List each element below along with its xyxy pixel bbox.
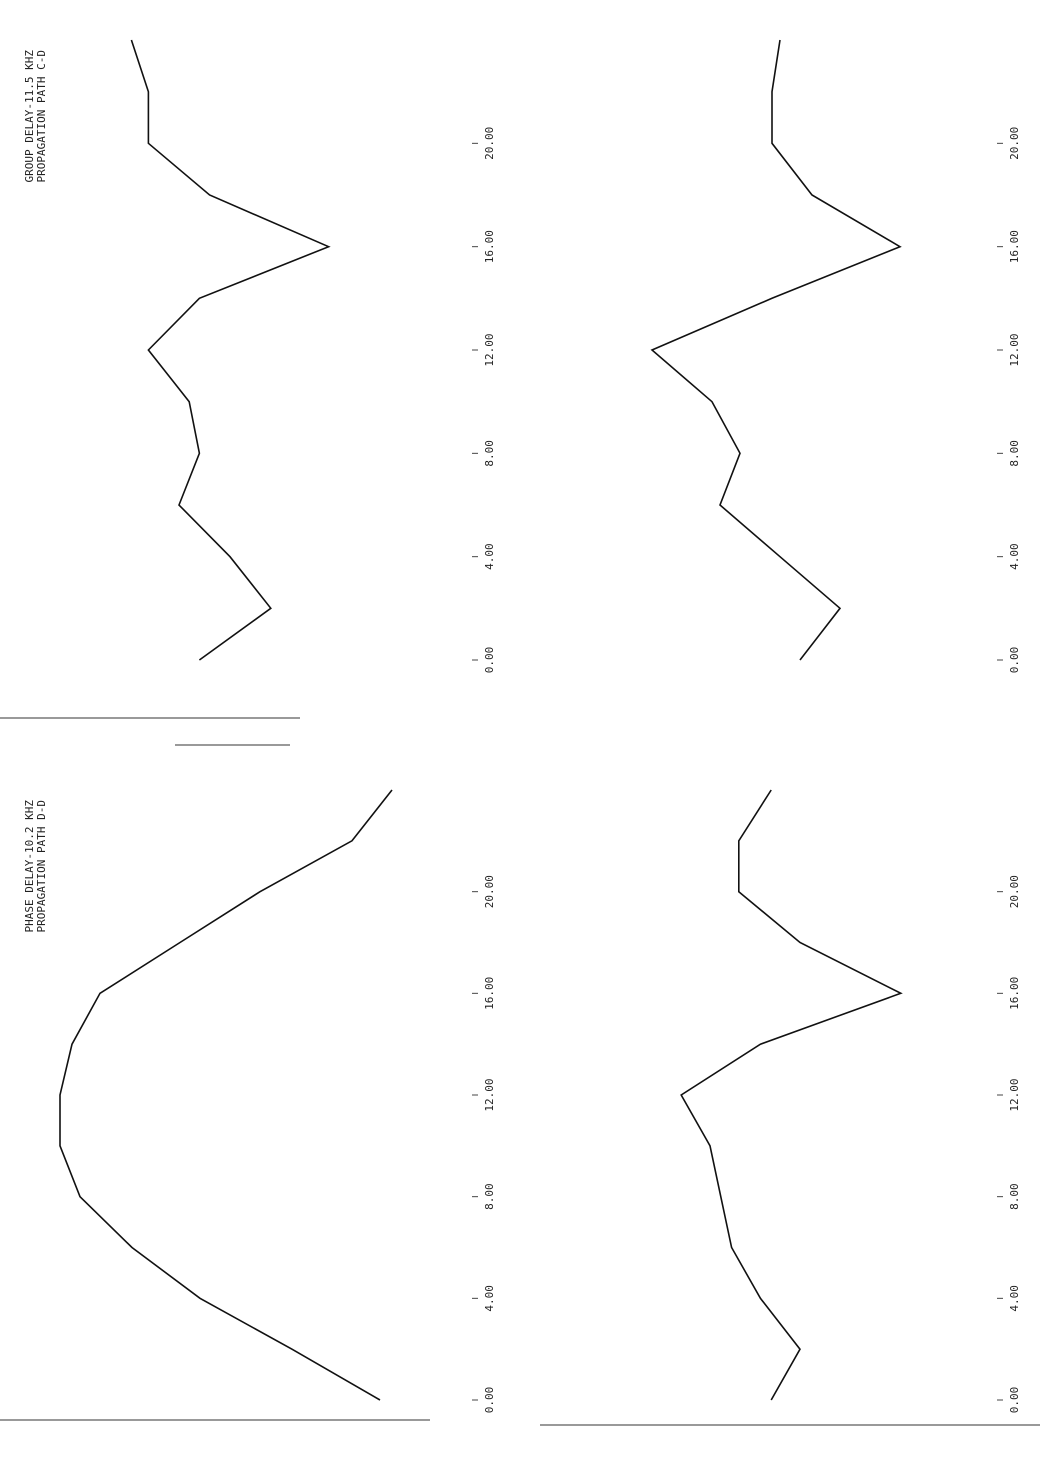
x-tick-label: 20.00 [483,875,496,908]
chart-title: GROUP DELAY-11.5 KHZ [23,50,36,183]
x-tick-label: 20.00 [483,127,496,160]
chart-subtitle: PROPAGATION PATH D-D [35,800,48,932]
x-tick-label: 4.00 [483,543,496,570]
chart-subtitle: PROPAGATION PATH C-D [35,50,48,182]
data-line [680,789,903,1401]
x-tick-label: 16.00 [483,977,496,1010]
x-tick-label: 20.00 [1008,127,1021,160]
x-tick-label: 4.00 [483,1285,496,1312]
x-tick-label: 0.00 [1008,1387,1021,1414]
x-tick-label: 12.00 [1008,333,1021,366]
x-tick-label: 16.00 [1008,230,1021,263]
x-tick-label: 0.00 [483,647,496,674]
x-tick-label: 12.00 [1008,1078,1021,1111]
x-tick-label: 20.00 [1008,875,1021,908]
chart-title: PHASE DELAY-10.2 KHZ [23,800,36,933]
x-tick-label: 0.00 [1008,647,1021,674]
x-tick-label: 8.00 [1008,1183,1021,1210]
x-tick-label: 12.00 [483,1078,496,1111]
data-line [59,789,393,1401]
data-line [130,39,331,661]
data-line [650,39,902,661]
x-tick-label: 16.00 [1008,977,1021,1010]
x-tick-label: 0.00 [483,1387,496,1414]
x-tick-label: 8.00 [1008,440,1021,467]
x-tick-label: 4.00 [1008,1285,1021,1312]
x-tick-label: 4.00 [1008,543,1021,570]
x-tick-label: 16.00 [483,230,496,263]
x-tick-label: 12.00 [483,333,496,366]
x-tick-label: 8.00 [483,440,496,467]
x-tick-label: 8.00 [483,1183,496,1210]
